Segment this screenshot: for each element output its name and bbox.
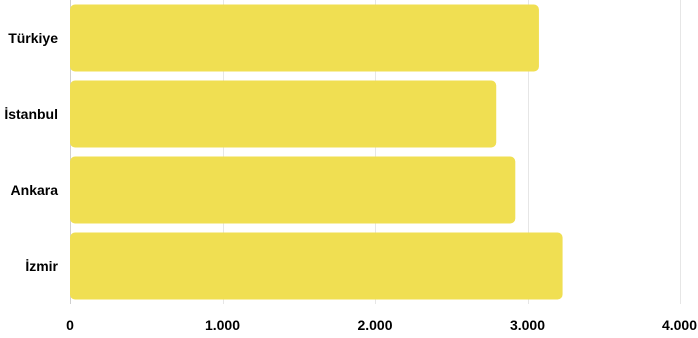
category-label: İstanbul <box>4 106 58 122</box>
x-tick-label: 3.000 <box>510 317 545 333</box>
category-label: Türkiye <box>8 30 58 46</box>
category-label: Ankara <box>11 182 59 198</box>
x-tick-label: 4.000 <box>662 317 697 333</box>
bar <box>70 156 516 224</box>
category-labels: Türkiye İstanbul Ankara İzmir <box>4 30 58 274</box>
x-tick-labels: 0 1.000 2.000 3.000 4.000 <box>66 317 697 333</box>
x-tick-label: 1.000 <box>205 317 240 333</box>
x-tick-label: 0 <box>66 317 74 333</box>
bar <box>70 80 497 148</box>
bar <box>70 4 539 72</box>
category-label: İzmir <box>25 258 58 274</box>
bars <box>70 4 563 300</box>
bar <box>70 232 563 300</box>
x-tick-label: 2.000 <box>357 317 392 333</box>
